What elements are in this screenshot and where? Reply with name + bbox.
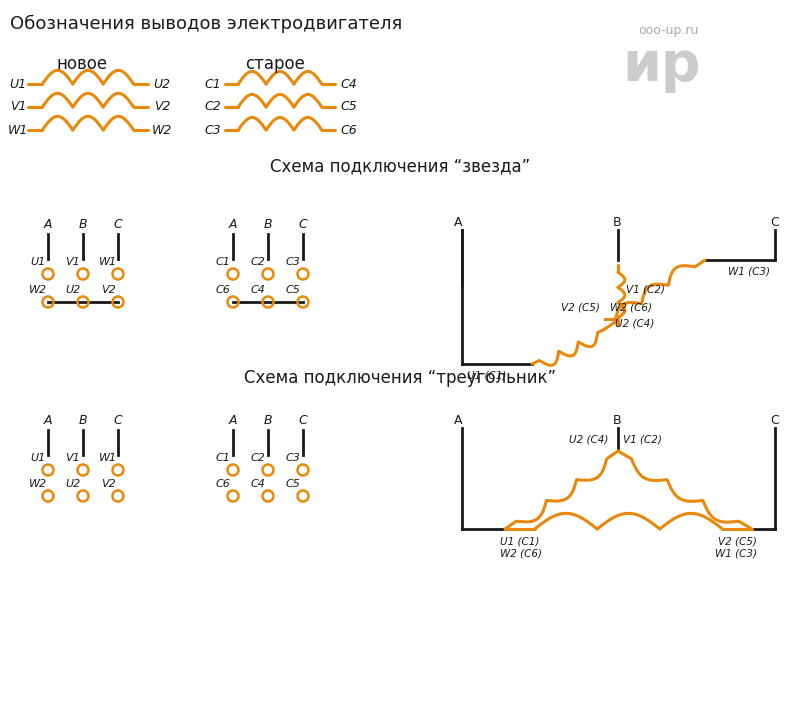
Text: C6: C6 — [341, 123, 358, 137]
Text: V1: V1 — [66, 257, 80, 267]
Text: C5: C5 — [341, 101, 358, 113]
Text: U1: U1 — [10, 77, 26, 91]
Text: C2: C2 — [250, 257, 266, 267]
Text: C4: C4 — [250, 479, 266, 489]
Text: W1: W1 — [99, 257, 117, 267]
Text: A: A — [229, 218, 238, 230]
Text: B: B — [264, 413, 272, 427]
Text: V2 (C5): V2 (C5) — [561, 302, 600, 312]
Text: C3: C3 — [286, 257, 301, 267]
Text: U1: U1 — [30, 453, 46, 463]
Text: ир: ир — [622, 39, 701, 93]
Text: C4: C4 — [250, 285, 266, 295]
Text: старое: старое — [245, 55, 305, 73]
Text: C: C — [114, 218, 122, 230]
Text: V2: V2 — [154, 101, 170, 113]
Text: C: C — [114, 413, 122, 427]
Text: B: B — [78, 218, 87, 230]
Text: U1: U1 — [30, 257, 46, 267]
Text: C3: C3 — [205, 123, 222, 137]
Text: V1 (C2): V1 (C2) — [626, 285, 665, 295]
Text: V1: V1 — [10, 101, 26, 113]
Text: C: C — [298, 413, 307, 427]
Text: U2: U2 — [66, 285, 81, 295]
Text: C2: C2 — [205, 101, 222, 113]
Text: W1: W1 — [8, 123, 28, 137]
Text: W1 (C3): W1 (C3) — [715, 548, 757, 558]
Text: A: A — [454, 215, 462, 229]
Text: B: B — [613, 215, 622, 229]
Text: B: B — [78, 413, 87, 427]
Text: U2: U2 — [66, 479, 81, 489]
Text: B: B — [264, 218, 272, 230]
Text: U2 (C4): U2 (C4) — [569, 434, 608, 444]
Text: Схема подключения “звезда”: Схема подключения “звезда” — [270, 157, 530, 175]
Text: новое: новое — [57, 55, 107, 73]
Text: W1 (C3): W1 (C3) — [728, 267, 770, 277]
Text: U2: U2 — [154, 77, 170, 91]
Text: W2: W2 — [152, 123, 172, 137]
Text: C2: C2 — [250, 453, 266, 463]
Text: W1: W1 — [99, 453, 117, 463]
Text: V1 (C2): V1 (C2) — [623, 434, 662, 444]
Text: A: A — [454, 413, 462, 427]
Text: W2: W2 — [29, 479, 47, 489]
Text: U1 (C1): U1 (C1) — [500, 536, 539, 546]
Text: A: A — [229, 413, 238, 427]
Text: C3: C3 — [286, 453, 301, 463]
Text: C: C — [770, 413, 778, 427]
Text: ooo-up.ru: ooo-up.ru — [638, 24, 698, 37]
Text: C6: C6 — [215, 479, 230, 489]
Text: V2 (C5): V2 (C5) — [718, 536, 757, 546]
Text: C1: C1 — [215, 257, 230, 267]
Text: U1 (C1): U1 (C1) — [467, 371, 506, 381]
Text: V2: V2 — [101, 479, 115, 489]
Text: U2 (C4): U2 (C4) — [615, 319, 654, 329]
Text: C: C — [770, 215, 778, 229]
Text: B: B — [613, 413, 622, 427]
Text: W2 (C6): W2 (C6) — [610, 302, 652, 312]
Text: C1: C1 — [205, 77, 222, 91]
Text: A: A — [44, 218, 52, 230]
Text: C1: C1 — [215, 453, 230, 463]
Text: C5: C5 — [286, 479, 301, 489]
Text: C: C — [298, 218, 307, 230]
Text: Схема подключения “треугольник”: Схема подключения “треугольник” — [244, 369, 556, 387]
Text: Обозначения выводов электродвигателя: Обозначения выводов электродвигателя — [10, 15, 402, 33]
Text: C6: C6 — [215, 285, 230, 295]
Text: W2: W2 — [29, 285, 47, 295]
Text: C4: C4 — [341, 77, 358, 91]
Text: W2 (C6): W2 (C6) — [500, 548, 542, 558]
Text: V2: V2 — [101, 285, 115, 295]
Text: C5: C5 — [286, 285, 301, 295]
Text: V1: V1 — [66, 453, 80, 463]
Text: A: A — [44, 413, 52, 427]
